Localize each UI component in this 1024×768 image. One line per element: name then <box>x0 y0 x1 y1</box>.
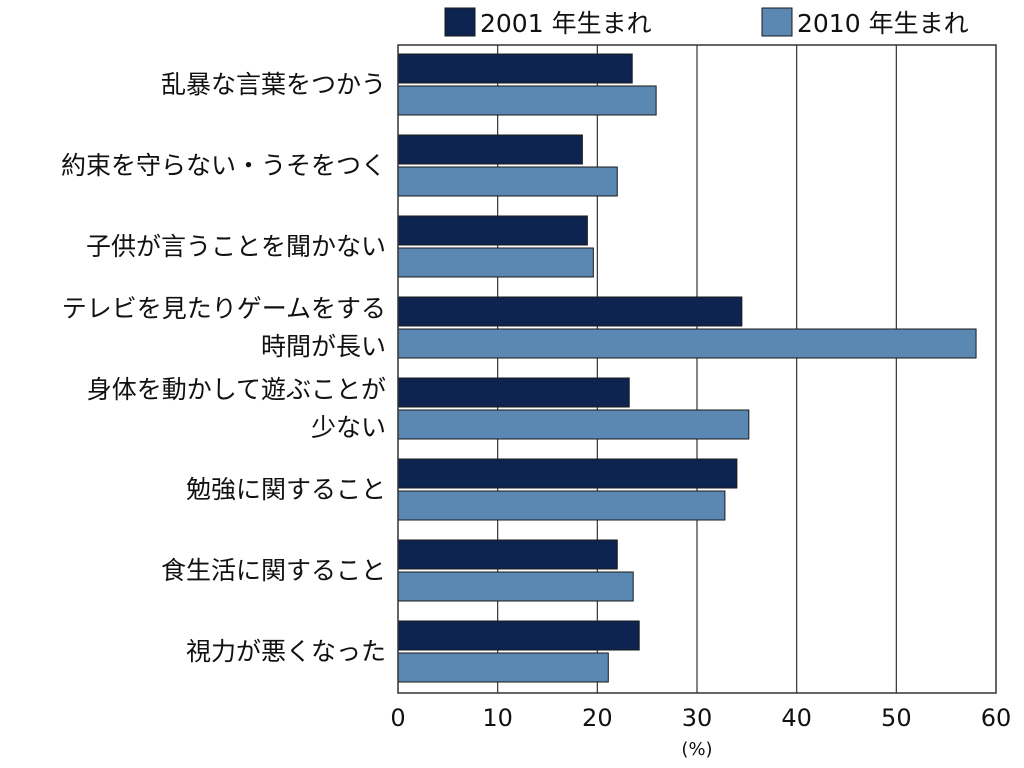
category-label: 身体を動かして遊ぶことが <box>87 375 386 404</box>
bar-series2 <box>397 652 609 683</box>
category-label: 勉強に関すること <box>186 475 386 504</box>
category-label: 食生活に関すること <box>161 556 386 585</box>
bar-series2 <box>397 85 657 116</box>
legend-label: 2010 年生まれ <box>797 9 969 38</box>
x-axis-ticks: 0 10 20 30 40 50 60 <box>390 704 1011 732</box>
bar-series1 <box>397 215 588 246</box>
bar-series2 <box>397 490 726 521</box>
category-label: テレビを見たりゲームをする <box>62 294 386 323</box>
bar-series2 <box>397 166 618 197</box>
x-axis-unit-label: (%) <box>681 739 712 760</box>
bar-series1 <box>397 377 630 408</box>
legend-swatch <box>444 7 476 37</box>
bar-series1 <box>397 539 618 570</box>
x-tick-label: 60 <box>981 704 1012 732</box>
category-label: 少ない <box>311 413 386 442</box>
x-tick-label: 30 <box>682 704 713 732</box>
bar-series2 <box>397 247 594 278</box>
category-label: 約束を守らない・うそをつく <box>61 151 386 180</box>
legend-swatch <box>761 7 793 37</box>
category-label: 子供が言うことを聞かない <box>86 232 386 261</box>
x-tick-label: 10 <box>482 704 513 732</box>
bars <box>397 53 977 683</box>
bar-series2 <box>397 328 977 359</box>
category-label: 乱暴な言葉をつかう <box>161 70 386 99</box>
x-tick-label: 50 <box>881 704 912 732</box>
x-tick-label: 20 <box>582 704 613 732</box>
x-tick-label: 40 <box>781 704 812 732</box>
legend-label: 2001 年生まれ <box>480 9 652 38</box>
x-tick-label: 0 <box>390 704 405 732</box>
bar-series2 <box>397 571 634 602</box>
bar-series1 <box>397 620 640 651</box>
legend: 2001 年生まれ 2010 年生まれ <box>444 7 969 38</box>
category-label: 時間が長い <box>261 332 386 361</box>
plot-frame <box>397 44 997 694</box>
bar-series1 <box>397 134 583 165</box>
bar-series1 <box>397 458 738 489</box>
bar-series1 <box>397 53 633 84</box>
bar-series1 <box>397 296 743 327</box>
category-labels: 乱暴な言葉をつかう約束を守らない・うそをつく子供が言うことを聞かないテレビを見た… <box>61 70 386 666</box>
bar-series2 <box>397 409 750 440</box>
category-label: 視力が悪くなった <box>186 637 386 666</box>
